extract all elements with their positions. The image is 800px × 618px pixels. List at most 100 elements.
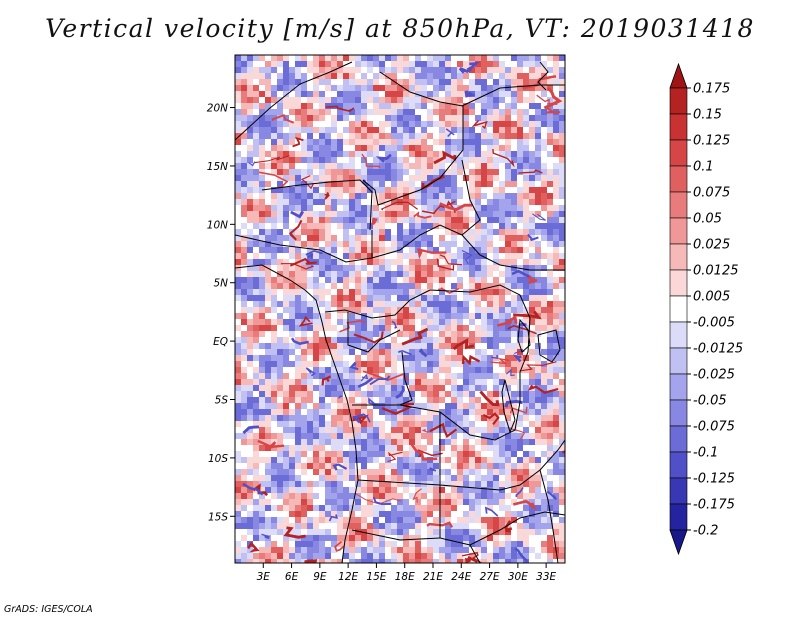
- field-cell: [349, 97, 355, 103]
- field-cell: [487, 373, 493, 379]
- field-cell: [541, 259, 547, 265]
- field-cell: [289, 247, 295, 253]
- field-cell: [523, 421, 529, 427]
- field-cell: [409, 199, 415, 205]
- field-cell: [397, 523, 403, 529]
- field-cell: [325, 223, 331, 229]
- field-cell: [445, 97, 451, 103]
- field-cell: [457, 355, 463, 361]
- field-cell: [481, 199, 487, 205]
- border-line: [347, 312, 401, 353]
- field-cell: [403, 313, 409, 319]
- field-cell: [295, 367, 301, 373]
- field-cell: [559, 193, 565, 199]
- field-cell: [367, 559, 373, 563]
- field-cell: [541, 559, 547, 563]
- field-cell: [337, 247, 343, 253]
- field-cell: [271, 223, 277, 229]
- field-cell: [325, 337, 331, 343]
- field-cell: [559, 265, 565, 271]
- field-cell: [379, 253, 385, 259]
- field-cell: [343, 319, 349, 325]
- field-cell: [553, 259, 559, 265]
- field-cell: [445, 493, 451, 499]
- field-cell: [355, 79, 361, 85]
- field-cell: [289, 289, 295, 295]
- field-cell: [253, 61, 259, 67]
- field-cell: [289, 505, 295, 511]
- field-cell: [559, 559, 565, 563]
- field-cell: [403, 85, 409, 91]
- field-cell: [259, 505, 265, 511]
- field-cell: [487, 403, 493, 409]
- field-cell: [277, 517, 283, 523]
- field-cell: [325, 139, 331, 145]
- field-cell: [247, 217, 253, 223]
- field-cell: [385, 325, 391, 331]
- field-cell: [553, 211, 559, 217]
- field-cell: [349, 61, 355, 67]
- field-cell: [241, 355, 247, 361]
- field-cell: [493, 433, 499, 439]
- field-cell: [445, 361, 451, 367]
- field-cell: [247, 547, 253, 553]
- field-cell: [451, 223, 457, 229]
- colorbar-swatch: [669, 269, 688, 297]
- field-cell: [349, 439, 355, 445]
- field-cell: [307, 505, 313, 511]
- field-cell: [379, 415, 385, 421]
- field-cell: [535, 391, 541, 397]
- field-cell: [475, 391, 481, 397]
- field-cell: [409, 175, 415, 181]
- field-cell: [241, 361, 247, 367]
- colorbar-label: -0.1: [693, 446, 718, 461]
- field-cell: [367, 67, 373, 73]
- field-cell: [319, 277, 325, 283]
- field-cell: [337, 505, 343, 511]
- field-cell: [523, 109, 529, 115]
- field-cell: [541, 475, 547, 481]
- field-cell: [379, 409, 385, 415]
- field-cell: [559, 295, 565, 301]
- field-cell: [421, 343, 427, 349]
- field-cell: [241, 373, 247, 379]
- field-cell: [415, 463, 421, 469]
- field-cell: [445, 271, 451, 277]
- field-cell: [421, 157, 427, 163]
- field-cell: [283, 499, 289, 505]
- field-cell: [541, 211, 547, 217]
- border-line: [539, 469, 559, 563]
- field-cell: [271, 133, 277, 139]
- field-cell: [433, 265, 439, 271]
- field-cell: [421, 73, 427, 79]
- field-cell: [499, 445, 505, 451]
- field-cell: [523, 175, 529, 181]
- field-cell: [289, 67, 295, 73]
- field-cell: [463, 235, 469, 241]
- field-cell: [511, 343, 517, 349]
- field-cell: [271, 331, 277, 337]
- field-cell: [247, 427, 253, 433]
- field-cell: [451, 229, 457, 235]
- field-cell: [541, 55, 547, 61]
- field-cell: [433, 169, 439, 175]
- field-cell: [355, 463, 361, 469]
- field-cell: [553, 559, 559, 563]
- field-cell: [439, 367, 445, 373]
- field-cell: [313, 361, 319, 367]
- field-cell: [235, 223, 241, 229]
- lake-outline: [537, 329, 561, 363]
- field-cell: [517, 445, 523, 451]
- field-cell: [391, 109, 397, 115]
- field-cell: [337, 421, 343, 427]
- field-cell: [415, 307, 421, 313]
- field-cell: [367, 373, 373, 379]
- field-cell: [241, 289, 247, 295]
- colorbar-label: -0.2: [693, 524, 718, 539]
- field-cell: [427, 433, 433, 439]
- field-cell: [253, 337, 259, 343]
- updraft-streak: [280, 263, 315, 270]
- field-cell: [433, 343, 439, 349]
- field-cell: [499, 337, 505, 343]
- field-cell: [409, 109, 415, 115]
